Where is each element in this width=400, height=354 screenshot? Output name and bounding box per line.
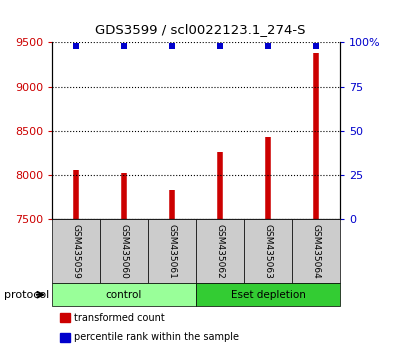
Text: GSM435060: GSM435060 — [120, 224, 128, 279]
Text: percentile rank within the sample: percentile rank within the sample — [74, 332, 239, 342]
Text: GDS3599 / scl0022123.1_274-S: GDS3599 / scl0022123.1_274-S — [95, 23, 305, 36]
Text: GSM435062: GSM435062 — [216, 224, 224, 279]
Text: control: control — [106, 290, 142, 300]
Text: GSM435063: GSM435063 — [264, 224, 272, 279]
Text: GSM435064: GSM435064 — [312, 224, 320, 279]
Text: protocol: protocol — [4, 290, 49, 300]
Text: Eset depletion: Eset depletion — [230, 290, 306, 300]
Text: transformed count: transformed count — [74, 313, 165, 323]
Text: GSM435061: GSM435061 — [168, 224, 176, 279]
Text: GSM435059: GSM435059 — [72, 224, 80, 279]
